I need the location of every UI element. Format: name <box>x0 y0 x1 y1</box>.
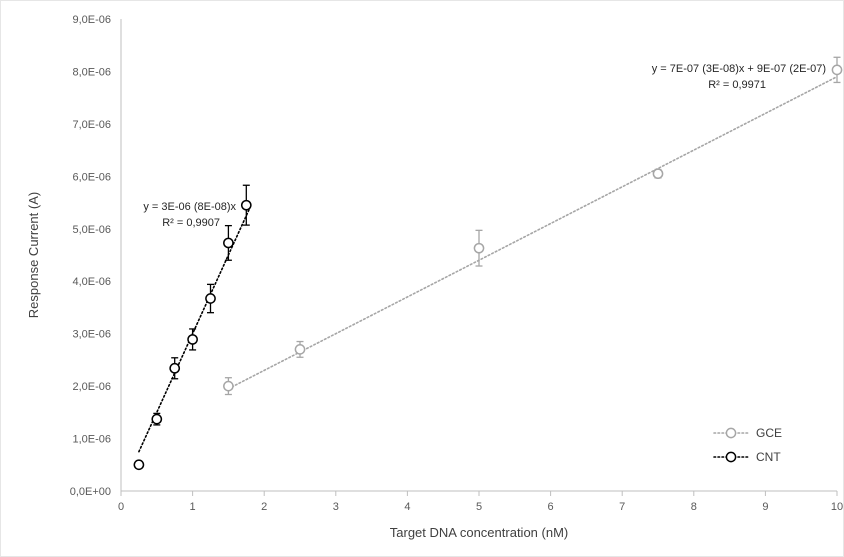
gce-trendline-r2: R² = 0,9971 <box>708 79 766 91</box>
legend: GCE CNT <box>713 426 782 464</box>
series-marks <box>133 56 843 471</box>
y-tick-label: 2,0E-06 <box>72 381 111 393</box>
gce-data-point <box>223 380 234 392</box>
y-tick-label: 9,0E-06 <box>72 14 111 26</box>
gce-data-point <box>294 344 306 355</box>
cnt-data-point <box>240 199 252 211</box>
cnt-data-point <box>133 459 145 471</box>
x-tick-label: 1 <box>190 501 196 513</box>
y-tick-label: 1,0E-06 <box>72 434 111 446</box>
y-tick-label: 6,0E-06 <box>72 171 111 183</box>
gce-data-point <box>473 242 485 254</box>
legend-label-gce: GCE <box>756 426 782 440</box>
x-tick-label: 4 <box>404 501 410 513</box>
cnt-trendline-equation: y = 3E-06 (8E-08)x <box>143 201 236 213</box>
legend-marker-gce <box>725 427 737 439</box>
x-tick-label: 9 <box>762 501 768 513</box>
trendlines <box>138 75 838 453</box>
y-tick-label: 0,0E+00 <box>70 486 111 498</box>
y-tick-labels: 0,0E+00 1,0E-06 2,0E-06 3,0E-06 4,0E-06 5,0E-… <box>70 14 111 498</box>
gce-data-point <box>652 168 664 180</box>
x-tick-label: 10 <box>831 501 843 513</box>
x-axis-title: Target DNA concentration (nM) <box>390 525 568 540</box>
cnt-trendline-r2: R² = 0,9907 <box>162 217 220 229</box>
y-tick-label: 5,0E-06 <box>72 224 111 236</box>
trendline-annotations: y = 7E-07 (3E-08)x + 9E-07 (2E-07) R² = 0… <box>143 63 826 229</box>
x-tick-label: 8 <box>691 501 697 513</box>
x-tick-label: 6 <box>548 501 554 513</box>
legend-label-cnt: CNT <box>756 450 781 464</box>
y-axis-title: Response Current (A) <box>26 192 41 318</box>
cnt-data-point <box>169 362 181 374</box>
plot-area: 0,0E+00 1,0E-06 2,0E-06 3,0E-06 4,0E-06 5,0E-… <box>70 14 843 513</box>
x-tick-label: 0 <box>118 501 124 513</box>
y-tick-label: 4,0E-06 <box>72 276 111 288</box>
x-tick-label: 7 <box>619 501 625 513</box>
y-tick-label: 3,0E-06 <box>72 329 111 341</box>
cnt-data-point <box>187 334 198 345</box>
x-tick-label: 2 <box>261 501 267 513</box>
gce-trendline-equation: y = 7E-07 (3E-08)x + 9E-07 (2E-07) <box>652 63 826 75</box>
x-tick-label: 3 <box>333 501 339 513</box>
x-tick-labels: 0 1 2 3 4 5 6 7 8 9 10 <box>118 491 843 513</box>
cnt-data-point <box>223 237 234 249</box>
x-tick-label: 5 <box>476 501 482 513</box>
cnt-data-point <box>151 413 163 425</box>
y-tick-label: 7,0E-06 <box>72 119 111 131</box>
trendline-gce <box>227 75 838 390</box>
legend-marker-cnt <box>725 451 737 463</box>
y-tick-label: 8,0E-06 <box>72 66 111 78</box>
gce-data-point <box>831 64 843 76</box>
cnt-data-point <box>205 293 216 304</box>
trendline-cnt <box>138 207 251 453</box>
